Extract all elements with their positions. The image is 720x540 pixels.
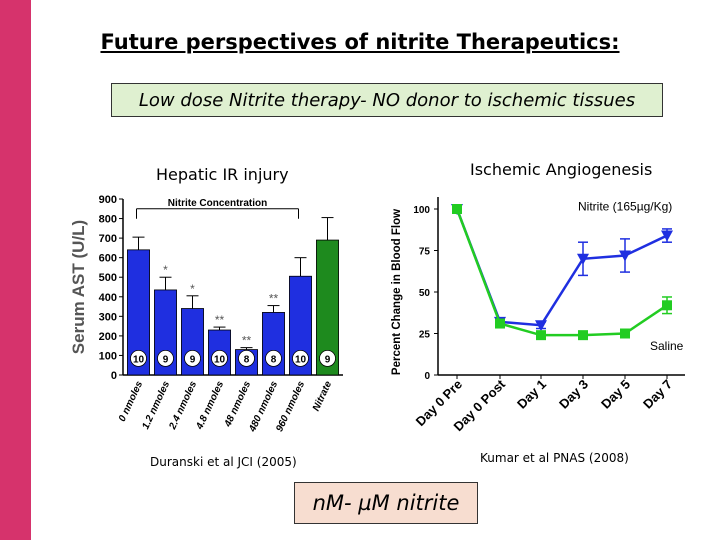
sample-size-circle [238,349,255,367]
y-axis-label: Percent Change in Blood Flow [391,209,403,375]
right-panel-title: Ischemic Angiogenesis [470,160,653,179]
y-tick-label: 800 [99,214,117,226]
concentration-note-text: nM- µM nitrite [312,491,460,515]
slide-title: Future perspectives of nitrite Therapeut… [100,30,620,54]
data-point [661,230,673,242]
sample-size-label: 10 [214,354,226,365]
category-label: Nitrate [311,379,335,413]
data-point [452,204,462,214]
hepatic-ast-bar-chart: 0 100 200 300 400 500 600 700 800 900 Serum AST (U… [69,194,343,435]
significance-mark: ** [269,292,279,306]
category-label: 1.2 nmoles [140,379,172,431]
y-axis-label: Serum AST (U/L) [69,220,88,354]
y-tick-label: 500 [99,272,117,284]
subtitle-box: Low dose Nitrite therapy- NO donor to is… [111,83,663,117]
y-tick-label: 75 [419,247,431,258]
data-point [495,318,505,329]
data-point [535,320,547,332]
data-point [662,300,672,311]
significance-mark: ** [215,313,225,327]
accent-bar [0,0,31,540]
y-tick-label: 100 [413,205,430,216]
category-label: 960 nmoles [274,379,307,433]
data-point [578,330,588,341]
series-line [455,208,668,337]
y-tick-label: 200 [99,331,117,343]
sample-size-circle [265,349,282,367]
left-citation: Duranski et al JCI (2005) [150,455,297,469]
data-point [536,330,546,341]
x-tick-label: Day 3 [556,377,591,412]
sample-size-circle [211,349,228,367]
sample-size-circle [184,349,201,367]
sample-size-label: 9 [163,354,169,365]
sample-size-circle [292,349,309,367]
sample-size-circle [319,349,336,367]
bar [127,249,150,376]
y-tick-label: 300 [99,311,117,323]
data-point [577,253,589,265]
x-tick-label: Day 1 [514,377,549,412]
concentration-note-box: nM- µM nitrite [294,482,478,524]
category-label: 0 nmoles [117,379,145,423]
left-panel-title: Hepatic IR injury [156,165,289,184]
y-tick-label: 25 [419,330,431,341]
series-label-saline: Saline [650,339,684,353]
y-tick-label: 100 [99,350,117,362]
y-tick-label: 900 [99,194,117,206]
category-label: 48 nmoles [222,379,253,429]
sample-size-label: 9 [190,354,196,365]
blood-flow-line-chart: 0 25 50 75 100 Percent Change in Blood Flow Da… [391,197,685,434]
significance-mark: ** [242,334,252,348]
sample-size-label: 8 [244,354,250,365]
sample-size-label: 9 [325,354,331,365]
data-point [619,250,631,262]
series-label-nitrite: Nitrite (165µg/Kg) [578,200,672,214]
y-tick-label: 700 [99,233,117,245]
sample-size-label: 10 [295,354,307,365]
y-tick-label: 0 [111,370,117,382]
y-tick-label: 50 [419,288,431,299]
y-tick-label: 400 [99,292,117,304]
sample-size-label: 8 [271,354,277,365]
data-point [620,328,630,339]
sample-size-circle [130,349,147,367]
subtitle-text: Low dose Nitrite therapy- NO donor to is… [138,89,636,111]
x-tick-label: Day 5 [598,377,633,412]
sample-size-circle [157,349,174,367]
right-citation: Kumar et al PNAS (2008) [480,451,629,465]
significance-mark: * [163,263,168,277]
sample-size-label: 10 [133,354,145,365]
y-tick-label: 0 [424,371,430,382]
series-line [455,208,668,327]
annotation-label: Nitrite Concentration [168,198,267,209]
y-tick-label: 600 [99,253,117,265]
significance-mark: * [190,282,195,296]
x-tick-label: Day 7 [640,377,675,412]
